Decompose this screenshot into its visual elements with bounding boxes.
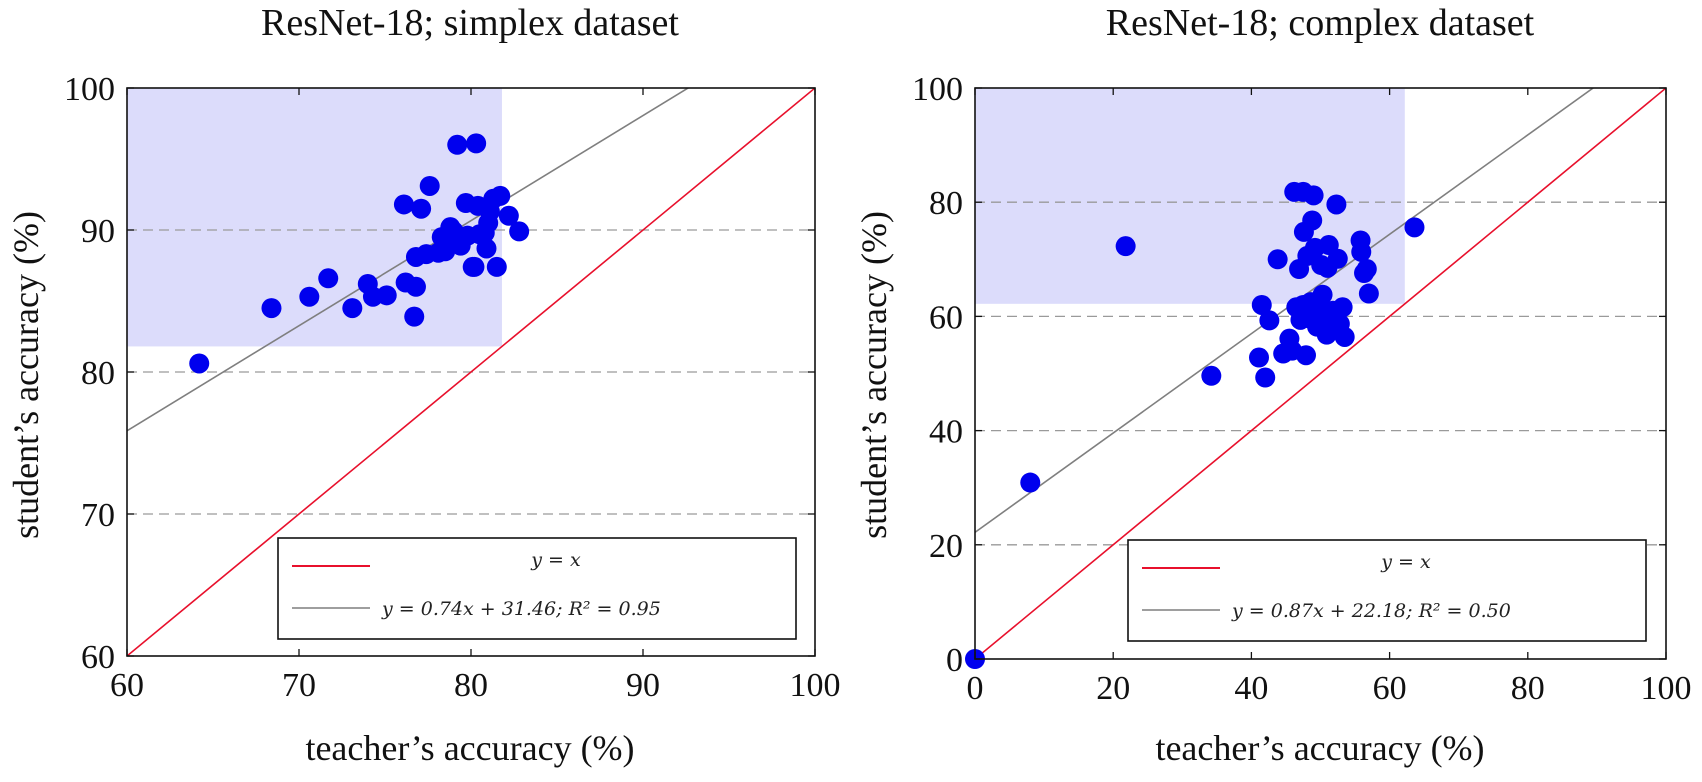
complex-lines <box>975 88 1666 659</box>
simplex-point-7 <box>376 285 397 306</box>
simplex-xtick-label-80: 80 <box>454 667 488 704</box>
complex-point-40 <box>1351 241 1372 262</box>
simplex-legend: y = x y = 0.74x + 31.46; R² = 0.95 <box>277 537 797 640</box>
complex-point-47 <box>1317 257 1338 278</box>
complex-xtick-label-0: 0 <box>967 670 984 707</box>
complex-legend: y = x y = 0.87x + 22.18; R² = 0.50 <box>1127 539 1647 642</box>
simplex-point-13 <box>411 198 432 219</box>
complex-point-5 <box>1251 294 1272 315</box>
complex-point-2 <box>1115 236 1136 257</box>
simplex-point-1 <box>261 298 282 319</box>
complex-ytick-label-80: 80 <box>929 185 963 222</box>
complex-point-8 <box>1267 249 1288 270</box>
chart-simplex-xlabel: teacher’s accuracy (%) <box>305 728 634 768</box>
simplex-point-38 <box>476 238 497 259</box>
complex-legend-fit-label: y = 0.87x + 22.18; R² = 0.50 <box>1231 600 1511 622</box>
complex-point-46 <box>1309 303 1330 324</box>
chart-complex-xlabel: teacher’s accuracy (%) <box>1155 728 1484 768</box>
chart-complex-plot-area: 0 20 40 60 80 100 0 20 40 60 80 100 y = x y = 0.87x +… <box>912 71 1692 707</box>
simplex-xtick-label-100: 100 <box>790 667 841 704</box>
complex-ytick-label-60: 60 <box>929 299 963 336</box>
chart-complex-ylabel: student’s accuracy (%) <box>854 211 894 539</box>
complex-xtick-label-100: 100 <box>1641 670 1692 707</box>
simplex-ytick-label-60: 60 <box>81 639 115 676</box>
complex-frame <box>974 87 1667 660</box>
complex-ytick-label-20: 20 <box>929 528 963 565</box>
simplex-ytick-label-70: 70 <box>81 497 115 534</box>
chart-simplex-plot-area: 60 70 80 90 100 60 70 80 90 100 y = x y = 0.74x + 3… <box>64 71 841 704</box>
simplex-ytick-label-80: 80 <box>81 355 115 392</box>
complex-point-4 <box>1249 347 1270 368</box>
chart-simplex: ResNet-18; simplex dataset student’s acc… <box>6 2 841 768</box>
simplex-ytick-label-100: 100 <box>64 71 115 108</box>
complex-point-34 <box>1326 194 1347 215</box>
complex-xtick-label-80: 80 <box>1511 670 1545 707</box>
complex-point-42 <box>1356 259 1377 280</box>
simplex-point-4 <box>342 298 363 319</box>
simplex-point-21 <box>447 134 468 155</box>
simplex-lines <box>127 88 815 656</box>
complex-point-28 <box>1312 284 1333 305</box>
simplex-legend-fit-label: y = 0.74x + 31.46; R² = 0.95 <box>381 598 661 620</box>
simplex-point-0 <box>189 353 210 374</box>
complex-fit-line <box>975 88 1595 534</box>
simplex-legend-identity-label: y = x <box>530 549 581 571</box>
complex-point-23 <box>1303 185 1324 206</box>
simplex-point-33 <box>490 185 511 206</box>
complex-ytick-label-100: 100 <box>912 71 963 108</box>
complex-identity-line <box>975 88 1666 659</box>
complex-point-45 <box>1293 294 1314 315</box>
simplex-point-2 <box>299 286 320 307</box>
complex-ytick-label-0: 0 <box>946 642 963 679</box>
complex-points <box>965 181 1425 669</box>
simplex-point-11 <box>404 306 425 327</box>
complex-ytick-label-40: 40 <box>929 414 963 451</box>
chart-simplex-ylabel: student’s accuracy (%) <box>6 211 46 539</box>
complex-point-37 <box>1332 297 1353 318</box>
simplex-point-34 <box>498 205 519 226</box>
simplex-shaded-region <box>127 88 502 347</box>
simplex-xtick-label-70: 70 <box>282 667 316 704</box>
chart-complex: ResNet-18; complex dataset student’s acc… <box>854 2 1692 768</box>
simplex-point-36 <box>464 256 485 277</box>
simplex-point-10 <box>405 276 426 297</box>
simplex-point-15 <box>419 175 440 196</box>
complex-xtick-label-60: 60 <box>1373 670 1407 707</box>
chart-simplex-title: ResNet-18; simplex dataset <box>261 2 679 44</box>
complex-xtick-label-40: 40 <box>1234 670 1268 707</box>
chart-complex-title: ResNet-18; complex dataset <box>1106 2 1535 44</box>
complex-point-44 <box>1404 217 1425 238</box>
simplex-fit-line <box>127 88 690 432</box>
simplex-identity-line <box>127 88 815 656</box>
complex-legend-identity-label: y = x <box>1380 551 1431 573</box>
simplex-legend-box <box>277 537 797 640</box>
simplex-xtick-label-60: 60 <box>110 667 144 704</box>
simplex-point-3 <box>318 268 339 289</box>
simplex-ytick-label-90: 90 <box>81 213 115 250</box>
simplex-point-32 <box>486 256 507 277</box>
complex-point-6 <box>1255 367 1276 388</box>
simplex-point-37 <box>443 221 464 242</box>
complex-point-38 <box>1334 326 1355 347</box>
simplex-points <box>189 133 530 374</box>
complex-point-1 <box>1020 472 1041 493</box>
simplex-point-9 <box>393 194 414 215</box>
complex-point-43 <box>1358 283 1379 304</box>
complex-point-18 <box>1295 345 1316 366</box>
complex-xtick-label-20: 20 <box>1096 670 1130 707</box>
complex-point-7 <box>1259 310 1280 331</box>
complex-legend-box <box>1127 539 1647 642</box>
complex-point-22 <box>1302 210 1323 231</box>
simplex-point-39 <box>478 212 499 233</box>
simplex-xtick-label-90: 90 <box>626 667 660 704</box>
complex-point-3 <box>1201 365 1222 386</box>
simplex-point-26 <box>466 133 487 154</box>
simplex-point-35 <box>509 221 530 242</box>
